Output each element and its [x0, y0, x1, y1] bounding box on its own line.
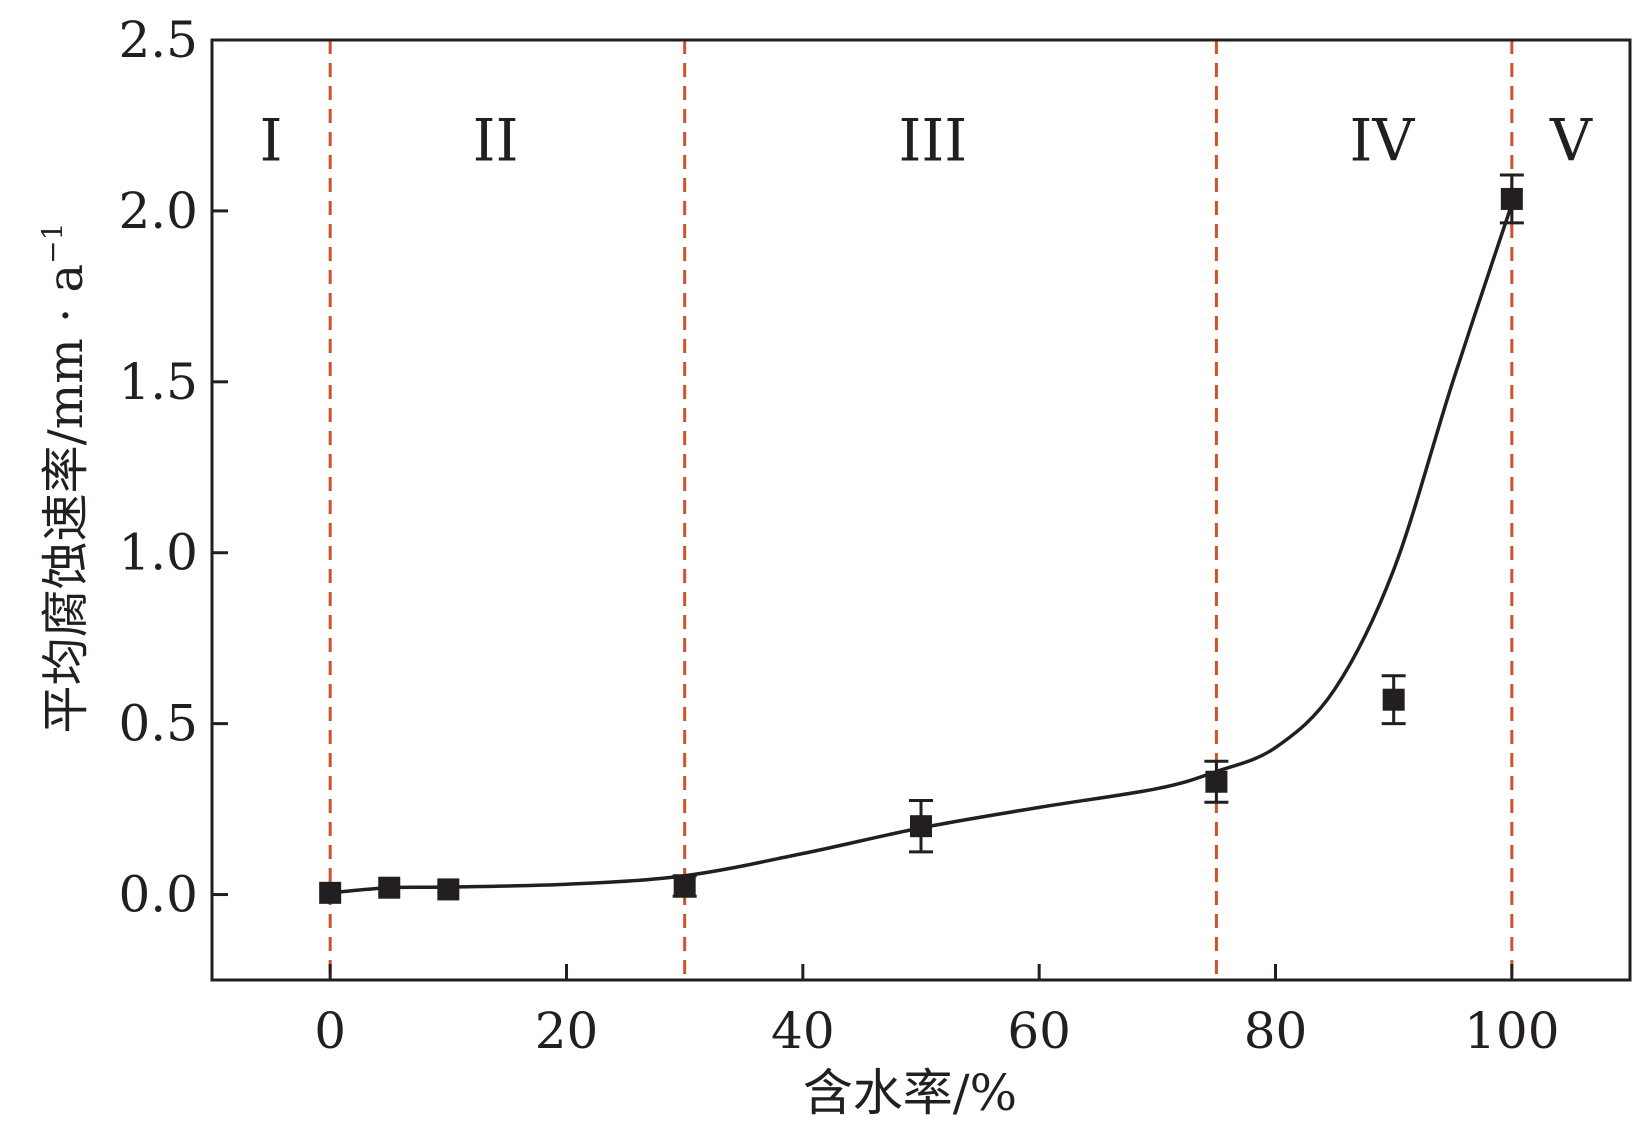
y-tick-label: 1.5: [118, 353, 198, 411]
data-point: [910, 815, 932, 838]
data-point: [319, 881, 342, 904]
y-tick-label: 2.0: [118, 182, 198, 240]
data-point: [673, 875, 696, 897]
region-labels: I II III IV V: [260, 107, 1593, 175]
x-tick-label: 40: [771, 1002, 835, 1060]
data-point: [1205, 770, 1228, 793]
y-tick-label: 0.0: [118, 866, 198, 924]
tick-labels: 0 20 40 60 80 100 0.0 0.5 1.0 1.5 2.0 2.5: [118, 11, 1559, 1060]
region-label: III: [898, 107, 967, 175]
x-tick-label: 0: [314, 1002, 346, 1060]
axes: [210, 38, 1632, 982]
fit-curve-layer: [330, 203, 1514, 895]
x-tick-label: 100: [1464, 1002, 1559, 1060]
y-axis-label: 平均腐蚀速率/mm · a−1: [36, 223, 94, 734]
y-tick-label: 2.5: [118, 11, 198, 69]
data-point: [378, 876, 401, 899]
data-points: [319, 173, 1524, 904]
region-label: V: [1549, 107, 1593, 175]
x-tick-label: 80: [1244, 1002, 1308, 1060]
plot-frame: [210, 38, 1632, 982]
y-tick-label: 0.5: [118, 695, 198, 753]
region-label: II: [473, 107, 519, 175]
region-boundaries: [328, 40, 1514, 980]
data-point: [1382, 688, 1405, 711]
data-point: [437, 878, 460, 901]
y-tick-label: 1.0: [118, 524, 198, 582]
region-label: I: [260, 107, 283, 175]
y-axis-label-main: 平均腐蚀速率/mm · a: [38, 264, 94, 734]
region-label: IV: [1349, 107, 1415, 175]
data-point: [1500, 187, 1523, 210]
x-tick-label: 60: [1007, 1002, 1071, 1060]
x-tick-label: 20: [535, 1002, 599, 1060]
fit-curve: [330, 203, 1514, 895]
y-axis-label-sup: −1: [36, 223, 69, 264]
x-axis-label: 含水率/%: [803, 1064, 1017, 1122]
